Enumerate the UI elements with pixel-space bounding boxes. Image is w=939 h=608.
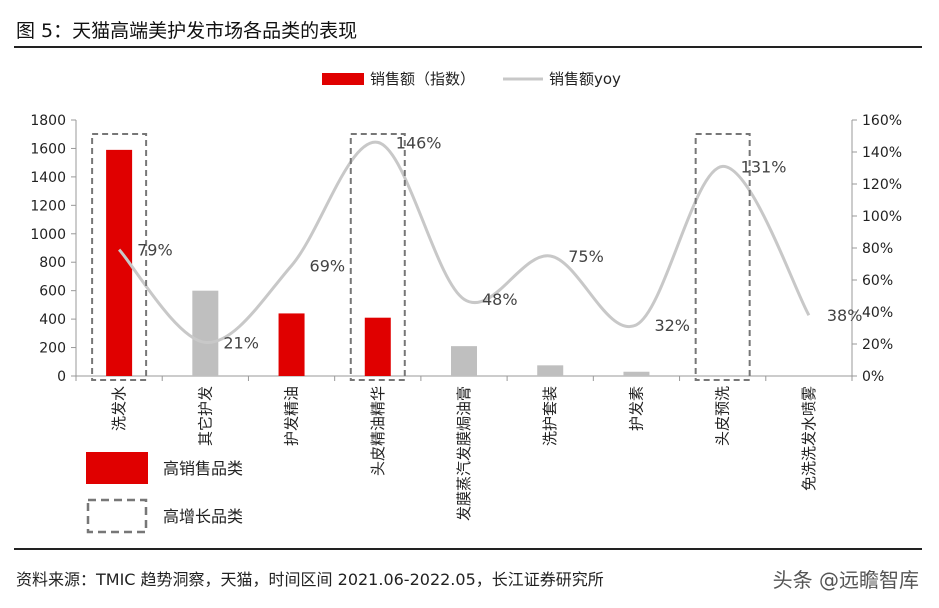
figure-title: 图 5：天猫高端美护发市场各品类的表现 — [16, 20, 358, 42]
bar-护发素 — [623, 371, 650, 376]
yoy-label: 69% — [310, 257, 346, 276]
legend-bar-swatch — [322, 73, 364, 85]
left-tick-label: 1600 — [30, 141, 66, 157]
yoy-label: 21% — [223, 333, 259, 352]
yoy-label: 48% — [482, 290, 518, 309]
left-tick-label: 200 — [39, 341, 66, 357]
bar-护发精油 — [278, 313, 305, 376]
category-label: 发膜蒸汽发膜焗油膏 — [455, 386, 473, 521]
right-tick-label: 80% — [862, 241, 893, 257]
right-tick-label: 40% — [862, 305, 893, 321]
category-label: 头皮预洗 — [714, 386, 732, 446]
category-label: 头皮精油精华 — [369, 386, 387, 476]
left-tick-label: 1200 — [30, 198, 66, 214]
right-tick-label: 100% — [862, 209, 902, 225]
right-tick-label: 140% — [862, 145, 902, 161]
left-tick-label: 600 — [39, 284, 66, 300]
right-tick-label: 20% — [862, 337, 893, 353]
right-tick-label: 60% — [862, 273, 893, 289]
yoy-label: 79% — [137, 241, 173, 260]
category-label: 其它护发 — [196, 386, 214, 446]
category-label: 免洗洗发水喷雾 — [800, 386, 818, 491]
yoy-label: 131% — [741, 157, 787, 176]
category-label: 护发精油 — [283, 386, 301, 446]
source-note: 资料来源：TMIC 趋势洞察，天猫，时间区间 2021.06-2022.05，长… — [16, 570, 604, 589]
left-tick-label: 0 — [57, 369, 66, 385]
top-rule — [14, 46, 922, 48]
yoy-label: 75% — [568, 247, 604, 266]
legend-high-growth-label: 高增长品类 — [163, 507, 243, 526]
left-tick-label: 1400 — [30, 170, 66, 186]
bar-头皮精油精华 — [364, 317, 391, 376]
watermark: 头条 @远瞻智库 — [772, 568, 919, 592]
yoy-label: 38% — [827, 306, 863, 325]
left-tick-label: 1800 — [30, 113, 66, 129]
chart-canvas: 销售额（指数） 销售额yoy 0 200 400 600 800 1000 1200 1400… — [30, 70, 902, 534]
category-label: 护发素 — [627, 386, 645, 431]
category-label: 洗护套装 — [541, 386, 559, 446]
yoy-label: 32% — [654, 316, 690, 335]
yoy-label: 146% — [396, 133, 442, 152]
bar-其它护发 — [192, 290, 219, 376]
legend-high-growth-swatch — [86, 498, 148, 534]
right-tick-label: 160% — [862, 113, 902, 129]
legend-high-sales-swatch — [86, 452, 148, 484]
left-tick-label: 800 — [39, 255, 66, 271]
left-tick-label: 1000 — [30, 227, 66, 243]
left-tick-label: 400 — [39, 312, 66, 328]
category-label: 洗发水 — [110, 386, 128, 431]
legend-line-label: 销售额yoy — [549, 70, 621, 88]
right-tick-label: 0% — [862, 369, 884, 385]
bar-洗护套装 — [537, 365, 564, 376]
bottom-rule — [14, 548, 922, 550]
bar-发膜蒸汽发膜焗油膏 — [451, 346, 477, 376]
right-tick-label: 120% — [862, 177, 902, 193]
legend-high-sales-label: 高销售品类 — [163, 459, 243, 478]
legend-bar-label: 销售额（指数） — [370, 70, 475, 88]
yoy-line — [117, 140, 811, 344]
